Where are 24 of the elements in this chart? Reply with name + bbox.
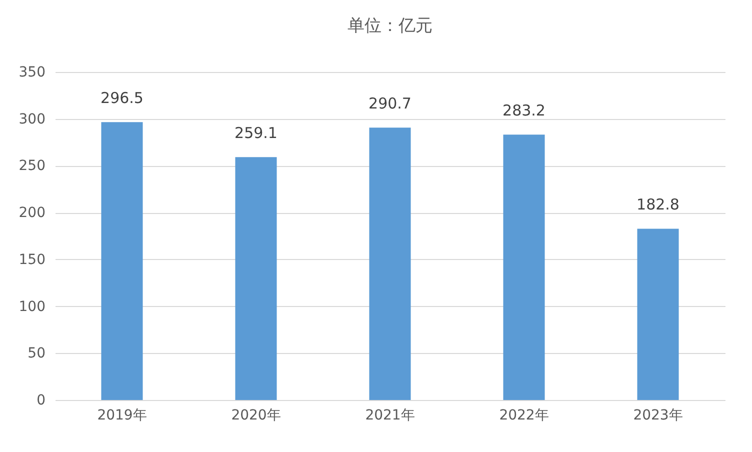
x-tick-label: 2022年 — [499, 408, 549, 424]
bar — [235, 157, 277, 400]
x-tick-label: 2020年 — [231, 408, 281, 424]
y-tick-label: 200 — [18, 205, 46, 222]
x-tick-label: 2021年 — [365, 408, 415, 424]
data-label: 296.5 — [100, 89, 144, 108]
data-label: 290.7 — [368, 94, 412, 113]
bar — [503, 134, 545, 400]
data-label: 259.1 — [234, 124, 278, 142]
y-tick-label: 50 — [28, 346, 46, 362]
y-tick-label: 350 — [18, 64, 46, 80]
y-tick-label: 150 — [18, 252, 46, 268]
x-tick-label: 2023年 — [633, 408, 683, 424]
bar — [101, 122, 143, 400]
y-tick-label: 300 — [18, 111, 46, 128]
y-tick-label: 100 — [18, 298, 46, 315]
data-label: 283.2 — [502, 102, 546, 120]
y-tick-label: 0 — [36, 392, 46, 408]
bar — [637, 228, 679, 400]
bar — [369, 128, 411, 400]
data-label: 182.8 — [636, 196, 680, 214]
x-tick-label: 2019年 — [97, 408, 147, 424]
y-tick-label: 250 — [18, 158, 46, 174]
chart-title: 单位：亿元 — [348, 16, 432, 36]
